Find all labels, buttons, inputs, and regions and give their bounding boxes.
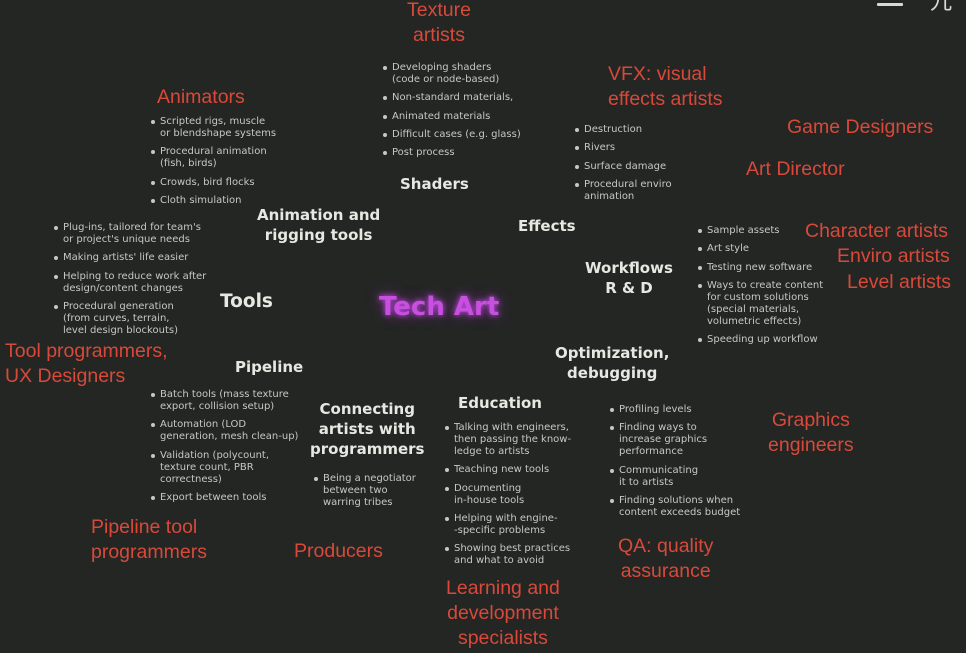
list-item: Surface damage (574, 161, 672, 173)
list-item: Profiling levels (609, 404, 740, 416)
list-item: Batch tools (mass texture export, collis… (150, 389, 298, 413)
list-effects: Destruction Rivers Surface damage Proced… (574, 124, 672, 209)
list-item: Non-standard materials, (382, 92, 521, 104)
topic-optimization: Optimization, debugging (555, 344, 670, 382)
role-graphics-engineers: Graphics engineers (768, 409, 854, 456)
role-vfx-artists: VFX: visual effects artists (608, 63, 723, 110)
topic-connecting: Connecting artists with programmers (310, 400, 425, 458)
list-item: Sample assets (697, 225, 823, 237)
role-tool-programmers: Tool programmers, UX Designers (5, 340, 168, 387)
list-education: Talking with engineers, then passing the… (444, 422, 571, 573)
list-workflows: Sample assets Art style Testing new soft… (697, 225, 823, 352)
list-optimization: Profiling levels Finding ways to increas… (609, 404, 740, 525)
list-item: Communicating it to artists (609, 465, 740, 489)
role-animators: Animators (157, 86, 245, 108)
role-learning-specialists: Learning and development specialists (446, 577, 560, 649)
topic-shaders: Shaders (400, 175, 469, 193)
list-tools: Plug-ins, tailored for team's or project… (53, 222, 206, 343)
role-level-artists: Level artists (847, 271, 952, 293)
list-item: Procedural enviro animation (574, 179, 672, 203)
list-item: Scripted rigs, muscle or blendshape syst… (150, 116, 276, 140)
list-item: Teaching new tools (444, 464, 571, 476)
list-pipeline: Batch tools (mass texture export, collis… (150, 389, 298, 510)
list-item: Procedural animation (fish, birds) (150, 146, 276, 170)
role-qa: QA: quality assurance (618, 535, 714, 582)
list-item: Cloth simulation (150, 195, 276, 207)
topic-effects: Effects (518, 217, 576, 235)
list-item: Speeding up workflow (697, 334, 823, 346)
role-producers: Producers (294, 540, 383, 562)
list-item: Helping with engine- -specific problems (444, 513, 571, 537)
role-enviro-artists: Enviro artists (837, 245, 950, 267)
role-art-director: Art Director (746, 158, 845, 180)
role-texture-artists: Texture artists (407, 0, 471, 46)
list-item: Documenting in-house tools (444, 483, 571, 507)
list-item: Showing best practices and what to avoid (444, 543, 571, 567)
list-item: Validation (polycount, texture count, PB… (150, 450, 298, 486)
list-item: Ways to create content for custom soluti… (697, 280, 823, 328)
role-game-designers: Game Designers (787, 116, 934, 138)
list-item: Procedural generation (from curves, terr… (53, 301, 206, 337)
list-item: Export between tools (150, 492, 298, 504)
role-character-artists: Character artists (805, 220, 949, 242)
list-shaders: Developing shaders (code or node-based) … (382, 62, 521, 165)
topic-education: Education (458, 394, 542, 412)
list-item: Testing new software (697, 262, 823, 274)
topic-tools: Tools (220, 291, 273, 312)
list-item: Developing shaders (code or node-based) (382, 62, 521, 86)
menu-icon[interactable] (877, 0, 903, 8)
list-item: Art style (697, 243, 823, 255)
topic-pipeline: Pipeline (235, 358, 304, 376)
list-item: Being a negotiator between two warring t… (313, 473, 416, 509)
topic-workflows: Workflows R & D (585, 259, 673, 297)
list-item: Finding solutions when content exceeds b… (609, 495, 740, 519)
corner-glyph: 九 (930, 0, 953, 15)
list-item: Rivers (574, 142, 672, 154)
role-pipeline-tool-programmers: Pipeline tool programmers (91, 516, 207, 563)
list-item: Animated materials (382, 111, 521, 123)
list-item: Automation (LOD generation, mesh clean-u… (150, 419, 298, 443)
center-title: Tech Art (379, 292, 500, 322)
list-item: Post process (382, 147, 521, 159)
list-item: Helping to reduce work after design/cont… (53, 271, 206, 295)
list-item: Crowds, bird flocks (150, 177, 276, 189)
list-animation: Scripted rigs, muscle or blendshape syst… (150, 116, 276, 213)
list-item: Finding ways to increase graphics perfor… (609, 422, 740, 458)
list-item: Plug-ins, tailored for team's or project… (53, 222, 206, 246)
list-item: Making artists' life easier (53, 252, 206, 264)
list-item: Difficult cases (e.g. glass) (382, 129, 521, 141)
topic-animation-rigging: Animation and rigging tools (257, 206, 381, 244)
list-connecting: Being a negotiator between two warring t… (313, 473, 416, 515)
list-item: Destruction (574, 124, 672, 136)
list-item: Talking with engineers, then passing the… (444, 422, 571, 458)
